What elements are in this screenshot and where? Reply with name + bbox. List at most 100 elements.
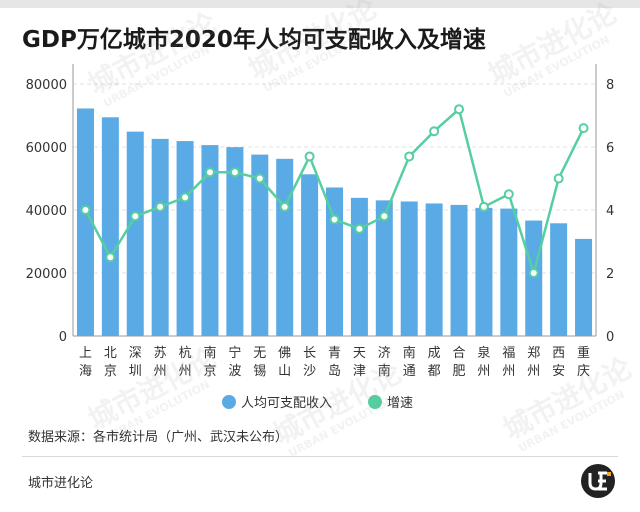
x-tick-label: 无 <box>253 346 266 361</box>
growth-point <box>379 211 390 222</box>
x-tick-label: 肥 <box>453 364 466 379</box>
legend-label-line: 增速 <box>387 396 413 411</box>
x-tick-label: 圳 <box>129 364 142 379</box>
growth-point <box>254 173 265 184</box>
bar <box>76 108 94 336</box>
bar <box>276 158 294 336</box>
x-tick-label: 长 <box>303 346 316 361</box>
y-right-tick-label: 4 <box>606 204 614 219</box>
x-tick-label: 宁 <box>228 345 241 361</box>
growth-point <box>528 268 539 278</box>
growth-point <box>304 151 315 162</box>
brand-name: 城市进化论 <box>28 476 94 491</box>
x-tick-label: 福 <box>502 346 515 361</box>
x-tick-label: 西 <box>552 346 565 361</box>
y-right-tick-label: 8 <box>606 78 614 93</box>
y-left-tick-label: 80000 <box>26 78 67 93</box>
legend-swatch-line <box>368 395 382 409</box>
x-tick-label: 波 <box>228 364 241 379</box>
brand-logo <box>581 464 615 498</box>
growth-point <box>204 167 215 178</box>
growth-point <box>155 201 166 212</box>
y-left-tick-label: 40000 <box>26 204 67 219</box>
bar <box>475 207 493 336</box>
growth-point <box>578 123 589 134</box>
growth-point <box>229 167 240 178</box>
growth-point <box>429 126 440 137</box>
x-tick-label: 杭 <box>179 346 192 361</box>
x-tick-label: 安 <box>552 364 565 379</box>
y-left-tick-label: 20000 <box>26 267 67 282</box>
growth-point <box>503 189 514 200</box>
legend-swatch-bar <box>222 395 236 409</box>
x-tick-label: 北 <box>104 346 117 361</box>
x-tick-label: 重 <box>577 345 590 361</box>
y-right-tick-label: 0 <box>606 330 614 345</box>
x-tick-label: 佛 <box>278 346 291 361</box>
growth-point <box>130 211 141 222</box>
bar <box>226 147 244 336</box>
divider <box>22 456 618 457</box>
bar <box>326 187 343 336</box>
bar <box>400 201 418 336</box>
x-tick-label: 都 <box>428 364 441 379</box>
x-tick-label: 南 <box>203 345 216 361</box>
bar <box>251 154 269 336</box>
x-tick-label: 州 <box>477 364 490 379</box>
x-tick-label: 州 <box>154 364 167 379</box>
bar <box>350 197 368 336</box>
x-tick-label: 合 <box>453 346 466 361</box>
page-title: GDP万亿城市2020年人均可支配收入及增速 <box>22 27 486 53</box>
top-bar <box>0 0 640 8</box>
x-tick-label: 京 <box>104 364 117 379</box>
x-tick-label: 京 <box>203 364 216 379</box>
x-tick-label: 郑 <box>527 346 540 361</box>
growth-point <box>478 201 489 212</box>
bar <box>301 174 319 336</box>
x-tick-label: 南 <box>378 363 391 379</box>
y-right-tick-label: 2 <box>606 267 614 282</box>
x-tick-label: 上 <box>79 346 92 361</box>
x-tick-label: 青 <box>328 346 341 361</box>
bar <box>101 117 119 336</box>
legend-label-bar: 人均可支配收入 <box>241 396 332 411</box>
x-tick-label: 天 <box>353 346 366 361</box>
y-left-tick-label: 60000 <box>26 141 67 156</box>
x-tick-label: 成 <box>428 346 441 361</box>
bar <box>450 204 468 336</box>
bar <box>201 145 219 336</box>
x-tick-label: 州 <box>179 364 192 379</box>
bar <box>176 141 194 336</box>
bar <box>575 238 593 336</box>
bar <box>525 220 543 336</box>
x-tick-label: 深 <box>129 346 142 361</box>
bar <box>425 203 443 336</box>
x-tick-label: 锡 <box>253 364 266 379</box>
y-left-tick-label: 0 <box>59 330 67 345</box>
x-tick-label: 泉 <box>477 345 490 361</box>
growth-point <box>105 252 116 263</box>
growth-point <box>404 151 415 162</box>
x-tick-label: 庆 <box>577 364 590 379</box>
x-tick-label: 沙 <box>303 364 316 379</box>
x-tick-label: 海 <box>79 364 92 379</box>
data-source-note: 数据来源：各市统计局（广州、武汉未公布） <box>28 430 289 445</box>
x-tick-label: 南 <box>403 345 416 361</box>
x-tick-label: 济 <box>378 346 391 361</box>
growth-point <box>80 205 91 215</box>
growth-point <box>329 214 340 225</box>
x-tick-label: 州 <box>502 364 515 379</box>
bar <box>500 208 518 336</box>
x-tick-label: 州 <box>527 364 540 379</box>
growth-point <box>180 192 191 203</box>
x-tick-label: 苏 <box>154 345 167 361</box>
chart: 02000040000600008000002468上海北京深圳苏州杭州南京宁波… <box>26 64 614 411</box>
growth-point <box>279 201 290 212</box>
y-right-tick-label: 6 <box>606 141 614 156</box>
bar <box>126 131 144 336</box>
x-tick-label: 津 <box>353 364 366 379</box>
growth-point <box>454 104 465 115</box>
growth-point <box>553 173 564 184</box>
bar <box>151 138 169 336</box>
growth-point <box>354 223 365 234</box>
